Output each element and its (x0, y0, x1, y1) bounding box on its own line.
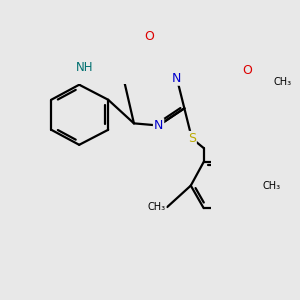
Text: CH₃: CH₃ (263, 181, 281, 190)
Text: CH₃: CH₃ (148, 202, 166, 212)
Text: N: N (172, 72, 182, 85)
Text: N: N (154, 119, 163, 132)
Text: NH: NH (76, 61, 93, 74)
Text: S: S (188, 132, 196, 145)
Text: O: O (243, 64, 253, 77)
Text: O: O (144, 30, 154, 43)
Text: CH₃: CH₃ (274, 76, 292, 86)
